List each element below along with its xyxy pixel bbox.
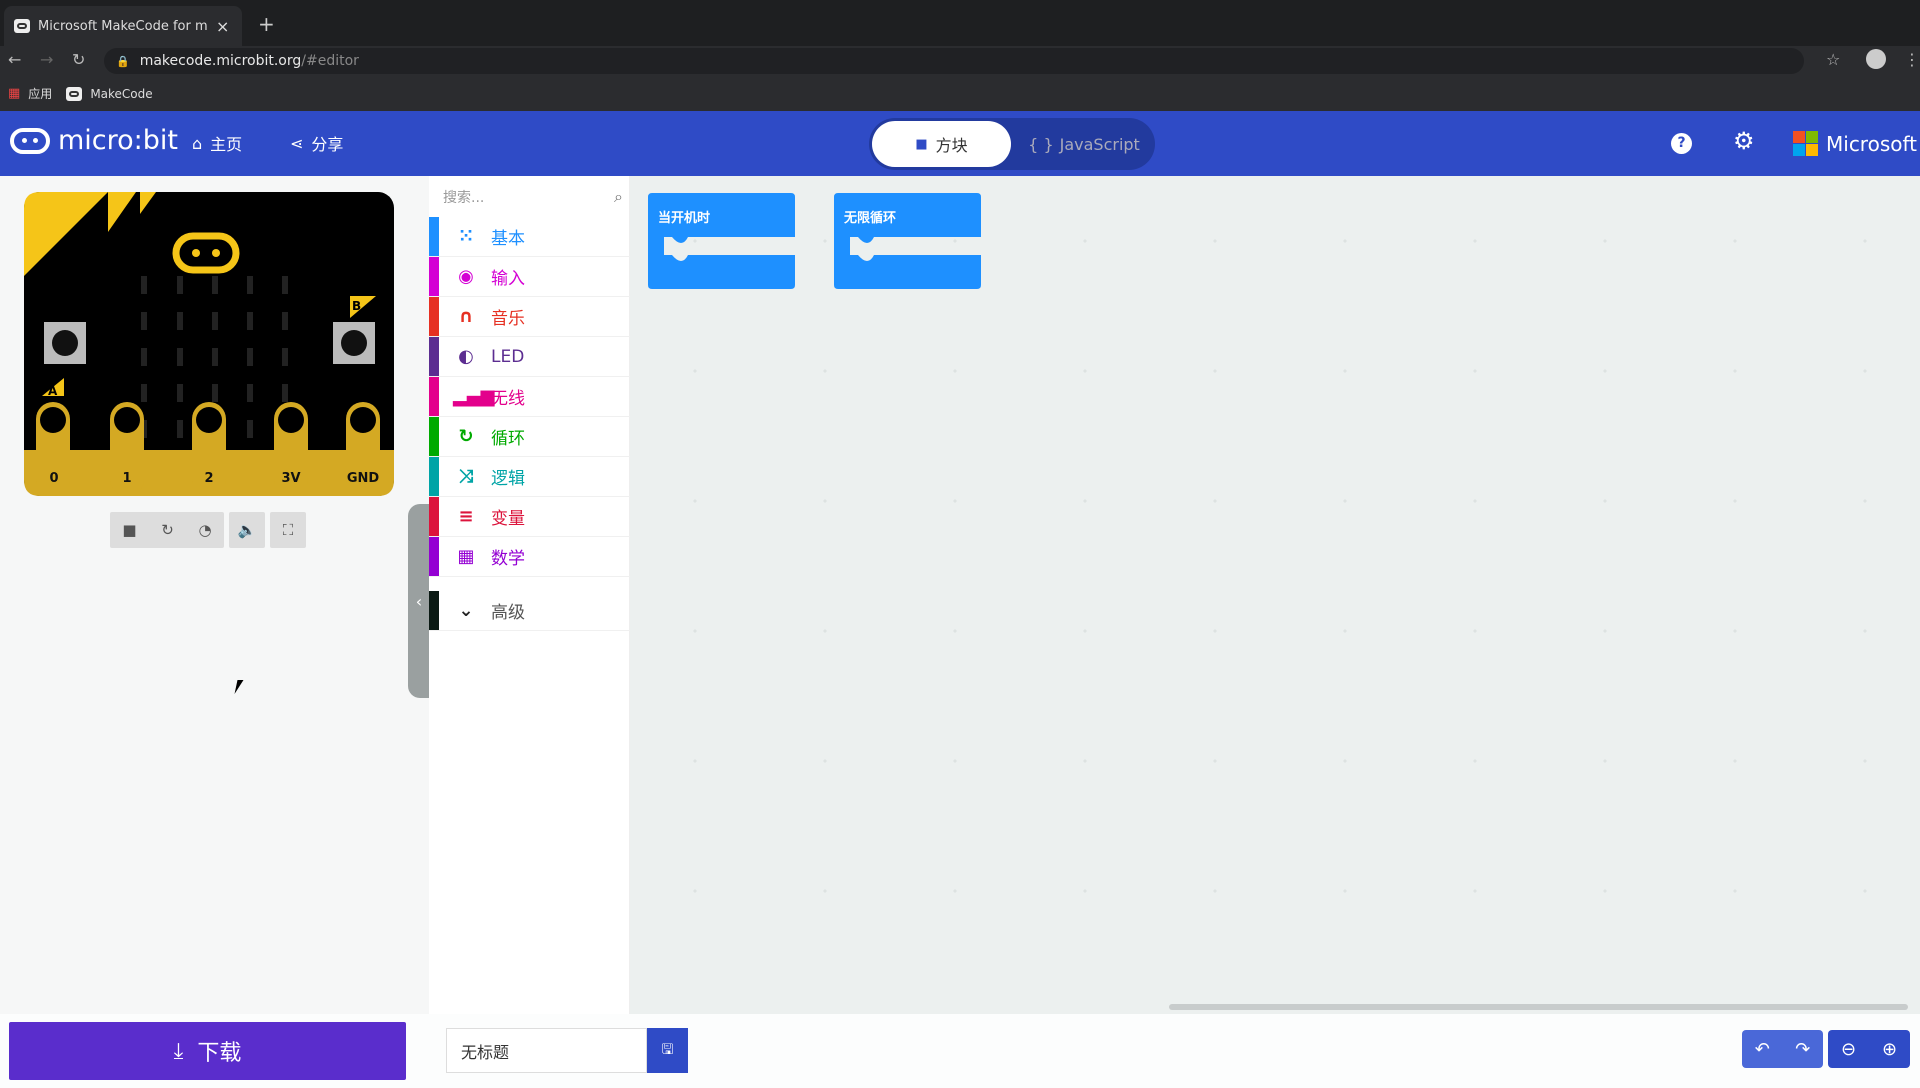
grid-icon: ⁙	[458, 226, 474, 247]
button-a-label: A	[48, 384, 58, 398]
button-a	[44, 322, 86, 364]
mute-button[interactable]: 🔈	[229, 512, 265, 548]
address-row: ← → ↻ 🔒 makecode.microbit.org/#editor ☆ …	[0, 46, 1920, 76]
braces-icon: { }	[1028, 134, 1054, 154]
javascript-mode-button[interactable]: { } JavaScript	[1028, 134, 1140, 154]
fullscreen-button[interactable]: ⛶	[270, 512, 306, 548]
download-button[interactable]: ⤓ 下载	[9, 1022, 406, 1080]
button-b-label: B	[352, 299, 361, 313]
blocks-workspace[interactable]: 当开机时 无限循环	[630, 176, 1920, 1014]
apps-grid-icon: ▦	[8, 86, 21, 101]
help-icon[interactable]: ?	[1671, 133, 1692, 154]
share-button[interactable]: ⋖ 分享	[290, 133, 344, 155]
editor-mode-toggle: ■ 方块 { } JavaScript	[869, 118, 1155, 170]
blocks-mode-button[interactable]: ■ 方块	[872, 121, 1011, 167]
shuffle-icon: ⤨	[458, 466, 474, 487]
bookmark-star-icon[interactable]: ☆	[1826, 50, 1841, 69]
pin-0-label: 0	[49, 471, 58, 486]
category-input[interactable]: ◉ 输入	[429, 257, 630, 297]
settings-gear-icon[interactable]: ⚙	[1733, 127, 1755, 155]
download-icon: ⤓	[173, 1038, 184, 1064]
browser-tab[interactable]: Microsoft MakeCode for micro:bit ×	[4, 6, 242, 46]
category-math[interactable]: ▦ 数学	[429, 537, 630, 577]
signal-icon: ▂▄▆	[453, 386, 495, 407]
calculator-icon: ▦	[457, 546, 475, 567]
save-button[interactable]: 🖫	[647, 1028, 688, 1073]
toggle-icon: ◐	[458, 346, 474, 367]
zoom-out-icon[interactable]: ⊖	[1840, 1038, 1857, 1060]
url-bar[interactable]: 🔒 makecode.microbit.org/#editor	[104, 48, 1804, 74]
category-led[interactable]: ◐ LED	[429, 337, 630, 377]
list-icon: ≡	[458, 506, 474, 527]
lock-icon: 🔒	[116, 54, 130, 68]
toolbox: 搜索... ⌕ ⁙ 基本 ◉ 输入 ∩ 音乐 ◐ LED ▂▄▆ 无线 ↻ 循环 ⤨ 逻辑 ≡…	[429, 176, 630, 1014]
bookmark-makecode[interactable]: MakeCode	[66, 86, 153, 101]
zoom-in-icon[interactable]: ⊕	[1881, 1038, 1898, 1060]
menu-icon[interactable]: ⋮	[1904, 50, 1920, 69]
forward-icon[interactable]: →	[40, 50, 54, 69]
tab-title: Microsoft MakeCode for micro:bit	[38, 18, 208, 34]
undo-redo-group: ↶ ↷	[1742, 1030, 1823, 1068]
zoom-group: ⊖ ⊕	[1828, 1030, 1910, 1068]
chevron-down-icon: ⌄	[458, 600, 474, 621]
category-basic[interactable]: ⁙ 基本	[429, 217, 630, 257]
microbit-logo[interactable]: micro:bit	[10, 125, 178, 156]
redo-icon[interactable]: ↷	[1795, 1038, 1811, 1060]
category-advanced[interactable]: ⌄ 高级	[429, 591, 630, 631]
pin-2-label: 2	[204, 471, 213, 486]
category-variables[interactable]: ≡ 变量	[429, 497, 630, 537]
category-loops[interactable]: ↻ 循环	[429, 417, 630, 457]
bookmarks-bar: ▦ 应用 MakeCode	[0, 76, 1920, 111]
undo-icon[interactable]: ↶	[1754, 1038, 1770, 1060]
refresh-icon: ↻	[458, 426, 474, 447]
project-name-input[interactable]: 无标题	[446, 1028, 647, 1073]
button-b	[333, 322, 375, 364]
microbit-logo-icon	[10, 127, 50, 154]
sim-controls-main: ■ ↻ ◔	[110, 512, 224, 548]
search-input-placeholder: 搜索...	[443, 190, 485, 206]
microsoft-logo[interactable]: Microsoft	[1793, 131, 1917, 156]
pin-gnd-label: GND	[347, 471, 380, 486]
url-host: makecode.microbit.org	[139, 53, 302, 69]
microbit-simulator[interactable]: A B 0 1 2 3V GND	[24, 192, 396, 498]
horizontal-scrollbar[interactable]	[1169, 1004, 1908, 1010]
toolbox-search[interactable]: 搜索... ⌕	[443, 180, 623, 214]
search-icon: ⌕	[614, 187, 623, 206]
category-radio[interactable]: ▂▄▆ 无线	[429, 377, 630, 417]
profile-icon[interactable]	[1866, 49, 1886, 69]
back-icon[interactable]: ←	[8, 50, 22, 69]
fullscreen-icon: ⛶	[282, 521, 294, 539]
close-tab-icon[interactable]: ×	[216, 16, 230, 36]
new-tab-button[interactable]: +	[258, 12, 275, 36]
makecode-favicon-icon	[14, 19, 30, 33]
makecode-favicon-icon	[66, 86, 83, 101]
microsoft-logo-icon	[1793, 131, 1818, 156]
home-button[interactable]: ⌂ 主页	[192, 133, 243, 155]
category-logic[interactable]: ⤨ 逻辑	[429, 457, 630, 497]
headphones-icon: ∩	[458, 306, 474, 327]
share-icon: ⋖	[290, 133, 304, 153]
bookmark-apps[interactable]: ▦ 应用	[8, 86, 53, 101]
on-start-block[interactable]	[648, 193, 795, 289]
home-icon: ⌂	[192, 133, 203, 153]
url-path: /#editor	[301, 53, 359, 69]
pin-3v-label: 3V	[281, 471, 300, 486]
speaker-icon: 🔈	[237, 521, 257, 539]
browser-tab-bar: Microsoft MakeCode for micro:bit × +	[0, 0, 1920, 46]
collapse-simulator-handle[interactable]: ‹	[408, 504, 430, 698]
pin-1-label: 1	[122, 471, 131, 486]
puzzle-icon: ■	[915, 136, 928, 152]
slow-motion-snail-icon[interactable]: ◔	[198, 521, 212, 539]
restart-icon[interactable]: ↻	[161, 521, 174, 539]
save-disk-icon: 🖫	[661, 1041, 674, 1058]
target-icon: ◉	[458, 266, 474, 287]
forever-block[interactable]	[834, 193, 981, 289]
category-music[interactable]: ∩ 音乐	[429, 297, 630, 337]
stop-icon[interactable]: ■	[122, 521, 137, 539]
reload-icon[interactable]: ↻	[72, 50, 86, 69]
